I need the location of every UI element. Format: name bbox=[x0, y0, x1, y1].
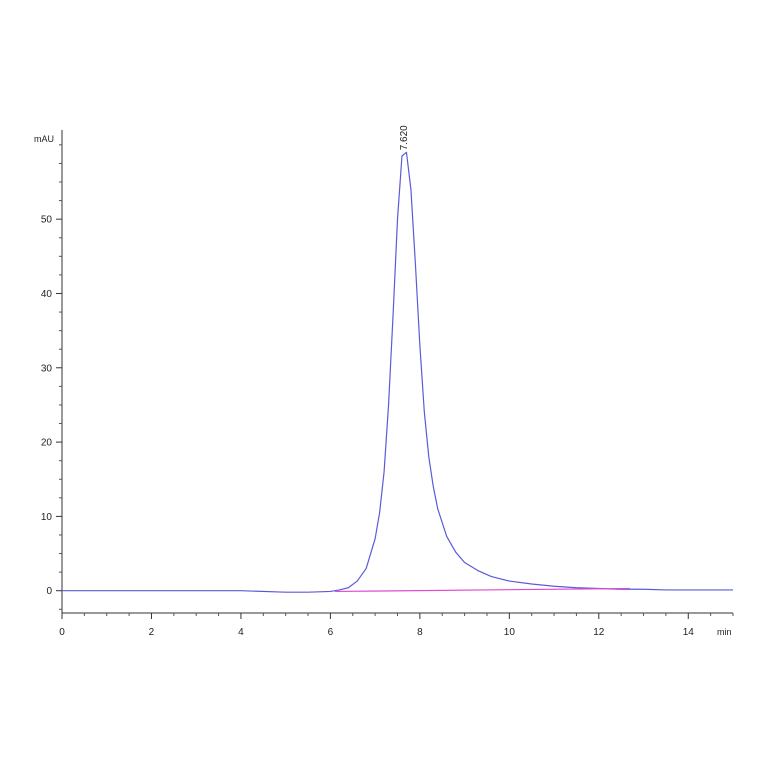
y-tick-label: 20 bbox=[41, 438, 53, 449]
peak-label: 7.620 bbox=[399, 125, 410, 150]
x-tick-label: 12 bbox=[593, 627, 605, 638]
x-tick-label: 14 bbox=[683, 627, 695, 638]
x-tick-label: 0 bbox=[59, 627, 65, 638]
signal-trace bbox=[62, 151, 733, 593]
x-axis-label: min bbox=[717, 627, 732, 637]
y-tick-label: 30 bbox=[41, 363, 53, 374]
series-group bbox=[62, 151, 733, 593]
tick-labels: 0 2 4 6 8 10 12 14 0 10 20 30 40 50 bbox=[41, 215, 694, 638]
x-tick-label: 6 bbox=[328, 627, 334, 638]
y-tick-label: 0 bbox=[46, 586, 52, 597]
baseline-trace bbox=[334, 587, 631, 593]
y-axis-label: mAU bbox=[34, 134, 54, 144]
ticks bbox=[56, 144, 734, 619]
axes bbox=[61, 130, 733, 614]
y-tick-label: 10 bbox=[41, 512, 53, 523]
x-tick-label: 10 bbox=[504, 627, 516, 638]
y-tick-label: 50 bbox=[41, 215, 53, 226]
x-tick-label: 2 bbox=[149, 627, 155, 638]
x-tick-label: 4 bbox=[238, 627, 244, 638]
y-tick-label: 40 bbox=[41, 289, 53, 300]
x-tick-label: 8 bbox=[417, 627, 423, 638]
